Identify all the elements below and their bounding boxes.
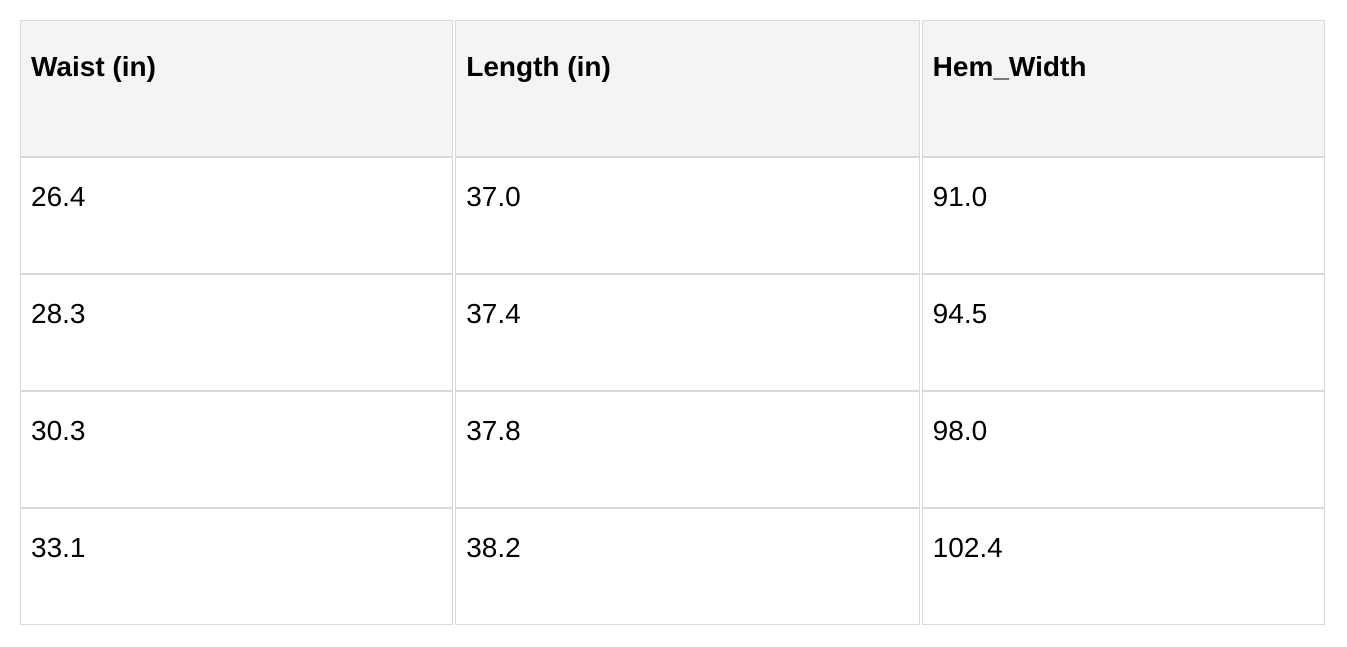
table-cell: 98.0 bbox=[921, 391, 1325, 508]
column-header: Hem_Width bbox=[921, 20, 1325, 157]
measurements-table: Waist (in) Length (in) Hem_Width 26.4 37.0 9… bbox=[18, 20, 1327, 625]
table-row: 30.3 37.8 98.0 bbox=[20, 391, 1325, 508]
table-cell: 94.5 bbox=[921, 274, 1325, 391]
table-cell: 33.1 bbox=[20, 508, 454, 625]
table-cell: 38.2 bbox=[455, 508, 920, 625]
column-header: Length (in) bbox=[455, 20, 920, 157]
table-cell: 26.4 bbox=[20, 157, 454, 274]
header-row: Waist (in) Length (in) Hem_Width bbox=[20, 20, 1325, 157]
table-cell: 28.3 bbox=[20, 274, 454, 391]
table-row: 28.3 37.4 94.5 bbox=[20, 274, 1325, 391]
table-row: 33.1 38.2 102.4 bbox=[20, 508, 1325, 625]
table-cell: 102.4 bbox=[921, 508, 1325, 625]
column-header: Waist (in) bbox=[20, 20, 454, 157]
table-row: 26.4 37.0 91.0 bbox=[20, 157, 1325, 274]
table-cell: 91.0 bbox=[921, 157, 1325, 274]
table-body: 26.4 37.0 91.0 28.3 37.4 94.5 30.3 37.8 98.0 33.1… bbox=[20, 157, 1325, 625]
table-cell: 37.4 bbox=[455, 274, 920, 391]
table-cell: 37.0 bbox=[455, 157, 920, 274]
table-cell: 37.8 bbox=[455, 391, 920, 508]
table-cell: 30.3 bbox=[20, 391, 454, 508]
